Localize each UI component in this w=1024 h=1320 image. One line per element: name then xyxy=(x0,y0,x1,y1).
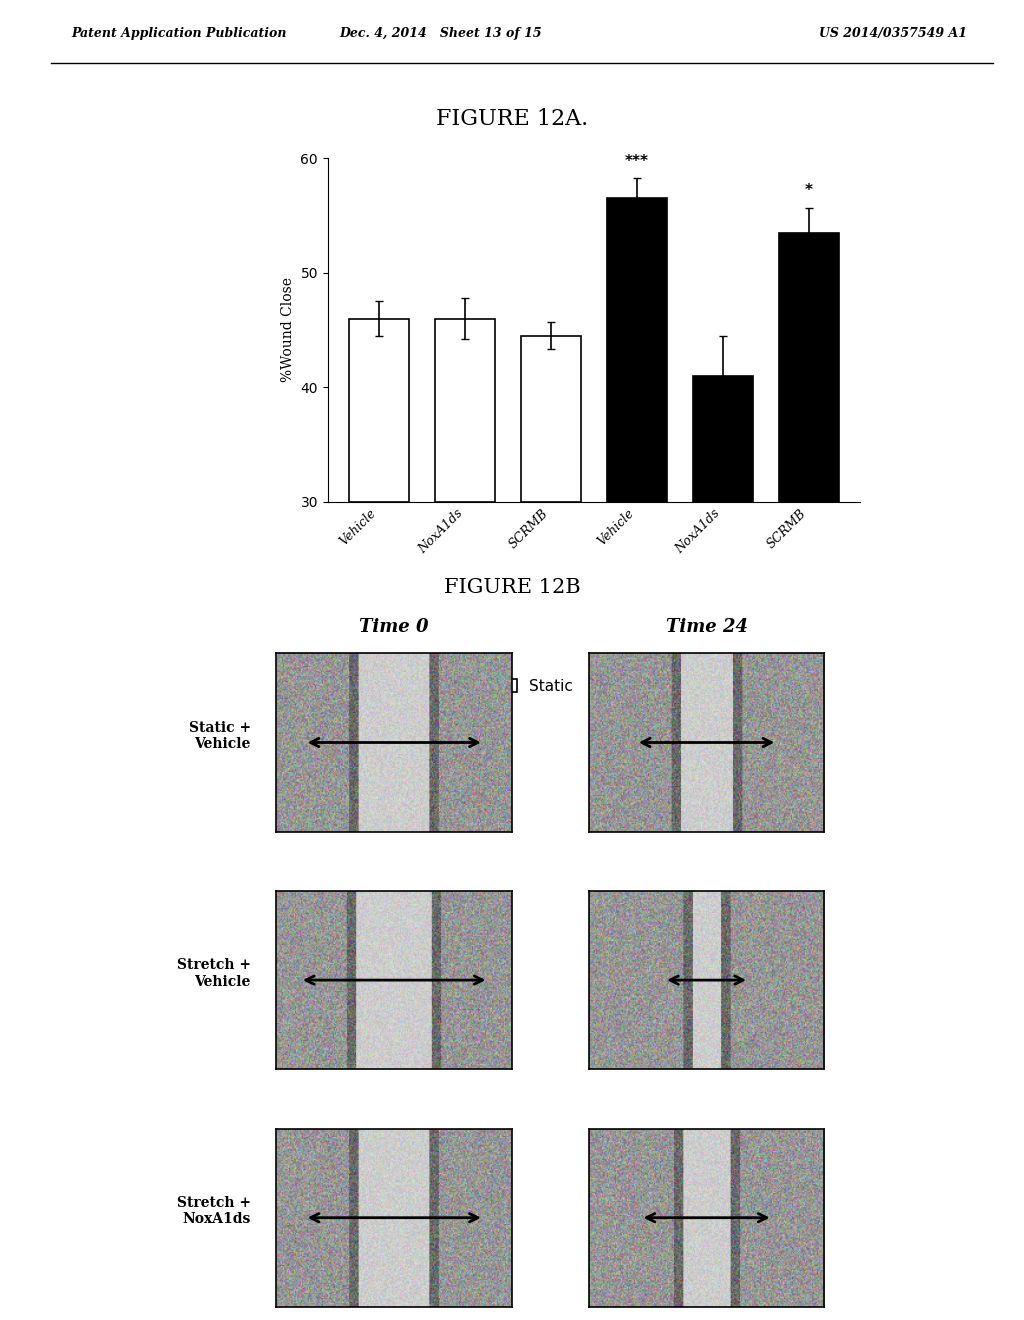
Text: FIGURE 12B: FIGURE 12B xyxy=(443,578,581,597)
Text: Stretch +
Vehicle: Stretch + Vehicle xyxy=(177,958,251,989)
Bar xyxy=(349,318,410,502)
Text: US 2014/0357549 A1: US 2014/0357549 A1 xyxy=(819,26,968,40)
Text: ***: *** xyxy=(625,153,649,169)
Bar xyxy=(607,198,667,502)
Text: Stretch +
NoxA1ds: Stretch + NoxA1ds xyxy=(177,1196,251,1226)
Bar xyxy=(692,376,753,502)
Text: Static +
Vehicle: Static + Vehicle xyxy=(188,721,251,751)
Text: Time 24: Time 24 xyxy=(666,618,748,636)
Y-axis label: %Wound Close: %Wound Close xyxy=(281,277,295,383)
Legend: Static, Stretch: Static, Stretch xyxy=(487,673,700,700)
Bar xyxy=(521,335,581,502)
Text: Dec. 4, 2014   Sheet 13 of 15: Dec. 4, 2014 Sheet 13 of 15 xyxy=(339,26,542,40)
Bar xyxy=(778,232,839,502)
Text: *: * xyxy=(805,183,813,198)
Text: Time 0: Time 0 xyxy=(359,618,429,636)
Bar xyxy=(435,318,496,502)
Text: Patent Application Publication: Patent Application Publication xyxy=(72,26,287,40)
Text: FIGURE 12A.: FIGURE 12A. xyxy=(436,108,588,129)
